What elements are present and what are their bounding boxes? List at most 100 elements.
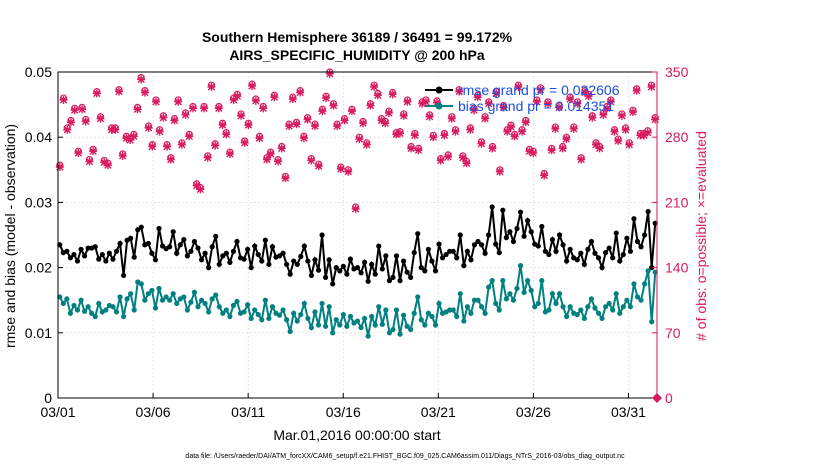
bias-point <box>330 330 336 336</box>
obs-evaluated-point <box>532 97 541 106</box>
obs-evaluated-point <box>144 123 153 132</box>
bias-point <box>287 328 293 335</box>
obs-evaluated-point <box>588 113 597 122</box>
rmse-point <box>599 265 605 271</box>
obs-evaluated-point <box>340 116 349 125</box>
rmse-point <box>627 248 634 254</box>
bias-point <box>230 302 237 309</box>
obs-evaluated-point <box>292 120 301 129</box>
rmse-point <box>269 244 276 250</box>
obs-evaluated-point <box>262 155 271 164</box>
y2-axis: 0 70 140 210 280 350 <box>652 64 689 406</box>
rmse-point <box>113 248 120 254</box>
bias-point <box>216 304 222 310</box>
rmse-point <box>96 256 102 262</box>
x-tick-label: 03/06 <box>136 404 171 420</box>
rmse-point <box>443 251 449 258</box>
obs-evaluated-point <box>203 153 212 162</box>
bias-point <box>649 319 655 325</box>
obs-evaluated-point <box>259 104 268 113</box>
obs-evaluated-point <box>151 97 160 106</box>
y-axis: 0 0.01 0.02 0.03 0.04 0.05 <box>25 64 63 406</box>
bias-point <box>85 304 91 310</box>
rmse-point <box>450 248 456 254</box>
rmse-point <box>131 254 137 260</box>
bias-point <box>174 300 180 307</box>
rmse-point <box>535 243 541 249</box>
bias-point <box>641 281 648 287</box>
rmse-point <box>344 271 350 277</box>
rmse-point <box>631 216 637 222</box>
obs-evaluated-point <box>118 151 127 160</box>
obs-evaluated-point <box>529 149 538 158</box>
obs-evaluated-point <box>344 167 353 176</box>
bias-point <box>503 296 509 302</box>
obs-evaluated-point <box>392 130 401 139</box>
plot-area <box>58 72 657 398</box>
bias-point <box>138 281 144 287</box>
rmse-point <box>337 268 343 274</box>
rmse-point <box>177 242 183 248</box>
rmse-point <box>308 272 315 279</box>
obs-evaluated-point <box>303 115 312 124</box>
obs-evaluated-point <box>255 134 264 143</box>
obs-evaluated-point <box>214 104 223 113</box>
bias-point <box>280 307 286 313</box>
obs-evaluated-point <box>177 140 186 149</box>
obs-evaluated-point <box>551 124 560 133</box>
bias-point <box>556 291 563 297</box>
bias-point <box>252 307 258 313</box>
bias-point <box>631 281 637 287</box>
rmse-point <box>553 248 559 254</box>
obs-evaluated-point <box>466 125 475 134</box>
rmse-point <box>230 248 237 254</box>
rmse-point <box>393 253 400 259</box>
rmse-point <box>606 245 612 251</box>
rmse-point <box>539 223 545 230</box>
rmse-point <box>365 278 371 284</box>
obs-evaluated-point <box>625 140 634 149</box>
rmse-point <box>358 270 364 276</box>
obs-evaluated-point <box>281 174 290 183</box>
rmse-point <box>432 268 439 274</box>
bias-point <box>124 296 130 302</box>
rmse-point <box>574 257 580 263</box>
rmse-point <box>255 251 261 258</box>
bias-point <box>500 278 506 284</box>
bias-point <box>152 305 159 311</box>
bias-point <box>613 291 619 297</box>
rmse-point <box>613 230 619 236</box>
y-tick-label: 0 <box>44 390 52 406</box>
rmse-point <box>291 258 297 264</box>
obs-evaluated-point <box>148 142 157 151</box>
obs-evaluated-point <box>396 129 405 138</box>
rmse-point <box>191 238 198 245</box>
rmse-point <box>209 244 215 250</box>
obs-evaluated-point <box>277 144 286 153</box>
obs-evaluated-point <box>155 127 164 136</box>
rmse-point <box>567 246 573 252</box>
bias-point <box>372 322 378 328</box>
obs-evaluated-point <box>603 104 612 113</box>
obs-evaluated-point <box>384 108 393 117</box>
footnote: data file: /Users/raeder/DAI/ATM_forcXX/… <box>185 453 625 460</box>
rmse-point <box>149 250 155 256</box>
obs-evaluated-point <box>126 135 135 144</box>
obs-evaluated-point <box>444 152 453 161</box>
obs-evaluated-point <box>455 87 464 96</box>
bias-point <box>319 300 325 307</box>
rmse-point <box>152 257 159 263</box>
obs-evaluated-point <box>59 95 68 104</box>
obs-evaluated-point <box>288 95 297 104</box>
obs-evaluated-point <box>503 127 512 136</box>
bias-point <box>482 310 488 316</box>
bias-point <box>645 268 651 274</box>
obs-evaluated-point <box>469 106 478 115</box>
obs-evaluated-point <box>617 111 626 120</box>
bias-point <box>354 318 361 324</box>
bias-point <box>496 307 502 313</box>
rmse-point <box>99 251 105 258</box>
obs-evaluated-point <box>159 113 168 122</box>
rmse-point <box>595 255 602 261</box>
